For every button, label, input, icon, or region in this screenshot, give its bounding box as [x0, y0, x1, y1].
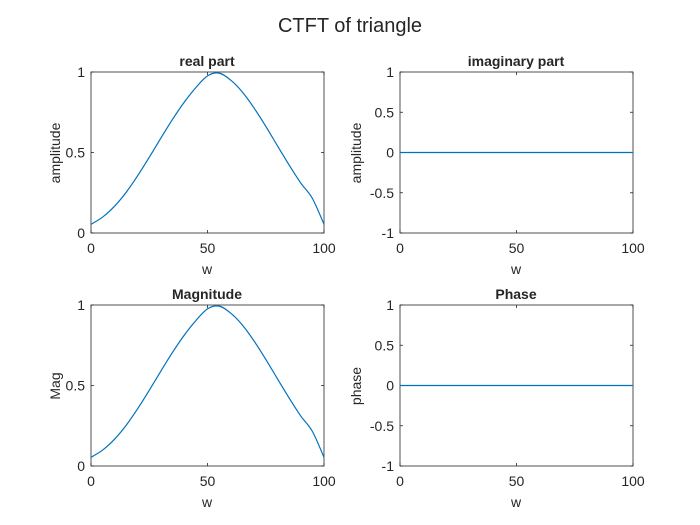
subplot-real-part: 0 50 100 0 0.5 1 real part w amplitude — [47, 53, 336, 277]
axes-box — [90, 71, 325, 234]
y-tick-label: -0.5 — [370, 185, 394, 201]
subplot-title: Phase — [495, 286, 536, 302]
x-tick-label: 0 — [396, 240, 404, 256]
series-line — [90, 305, 325, 458]
y-tick-label: 0.5 — [66, 145, 86, 161]
x-tick-label: 0 — [396, 473, 404, 489]
y-tick-label: 1 — [386, 64, 394, 80]
subplot-imaginary-part: 0 50 100 -1 -0.5 0 0.5 1 imaginary part w ampli… — [348, 53, 645, 277]
y-tick-label: 0 — [77, 458, 85, 474]
y-tick-label: -0.5 — [370, 418, 394, 434]
x-tick-label: 0 — [87, 240, 95, 256]
y-tick-label: 0.5 — [375, 337, 395, 353]
y-tick-label: -1 — [382, 458, 395, 474]
y-tick-label: 1 — [386, 297, 394, 313]
y-tick-label: -1 — [382, 225, 395, 241]
y-axis-label: phase — [348, 367, 364, 405]
x-tick-label: 0 — [87, 473, 95, 489]
x-tick-label: 50 — [509, 473, 525, 489]
x-tick-label: 50 — [509, 240, 525, 256]
y-tick-label: 1 — [77, 64, 85, 80]
x-axis-label: w — [201, 494, 213, 510]
y-axis-label: amplitude — [47, 122, 63, 183]
series-line — [90, 72, 325, 225]
y-tick-label: 0.5 — [375, 104, 395, 120]
subplot-phase: 0 50 100 -1 -0.5 0 0.5 1 Phase w phase — [348, 286, 645, 510]
x-axis-label: w — [510, 494, 522, 510]
y-axis-label: amplitude — [348, 122, 364, 183]
x-axis-label: w — [201, 261, 213, 277]
figure-title: CTFT of triangle — [278, 15, 422, 37]
x-tick-label: 50 — [200, 473, 216, 489]
axes-box — [90, 304, 325, 467]
subplot-magnitude: 0 50 100 0 0.5 1 Magnitude w Mag — [47, 286, 336, 510]
subplot-title: real part — [179, 53, 235, 69]
x-axis-label: w — [510, 261, 522, 277]
subplot-title: Magnitude — [172, 286, 242, 302]
subplot-title: imaginary part — [468, 53, 565, 69]
x-tick-label: 50 — [200, 240, 216, 256]
x-tick-label: 100 — [312, 473, 336, 489]
y-tick-label: 0 — [386, 378, 394, 394]
y-tick-label: 0 — [386, 145, 394, 161]
y-tick-label: 0 — [77, 225, 85, 241]
x-tick-label: 100 — [621, 473, 645, 489]
y-tick-label: 0.5 — [66, 378, 86, 394]
x-tick-label: 100 — [621, 240, 645, 256]
y-tick-label: 1 — [77, 297, 85, 313]
y-axis-label: Mag — [47, 372, 63, 399]
x-tick-label: 100 — [312, 240, 336, 256]
